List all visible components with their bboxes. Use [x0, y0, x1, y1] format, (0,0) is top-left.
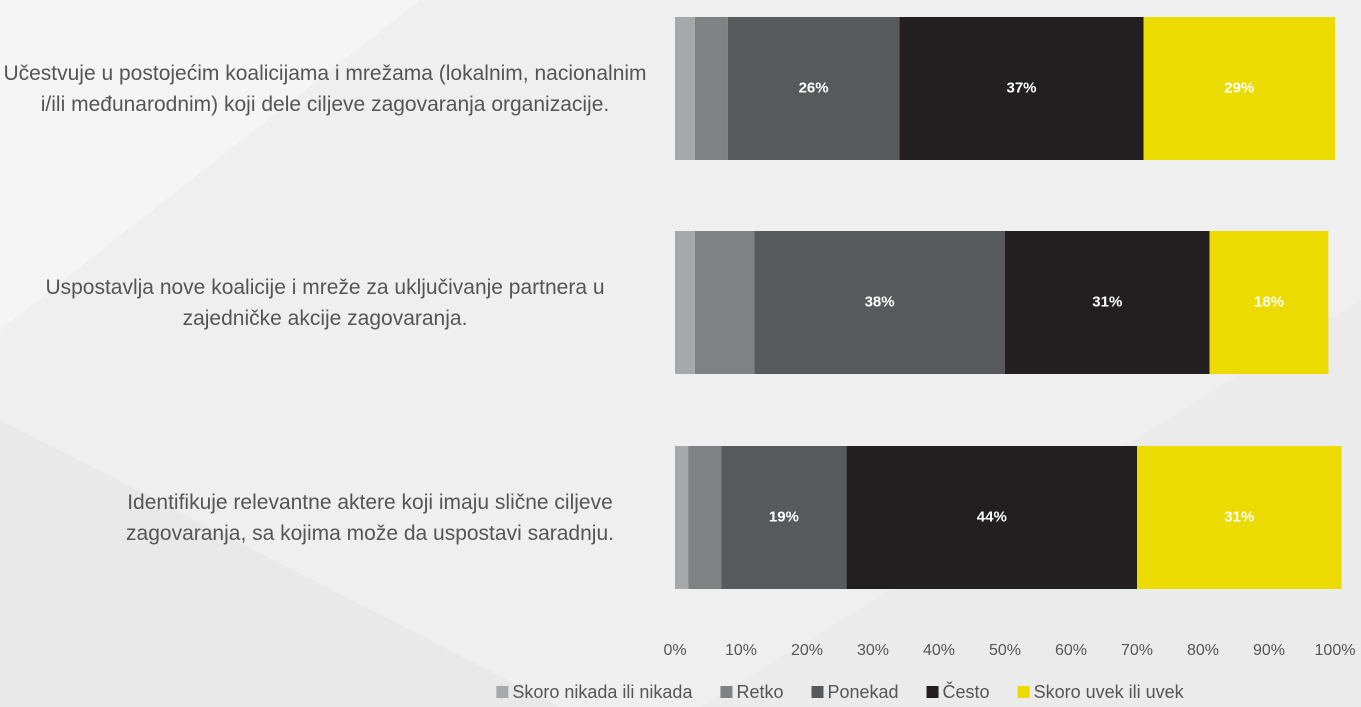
bar-segment: [846, 446, 1137, 589]
bar-segment: [675, 17, 695, 160]
bar-segment: [694, 231, 755, 374]
background-shape: [0, 0, 420, 330]
x-tick-label: 70%: [1121, 642, 1153, 659]
value-label: 38%: [865, 293, 895, 310]
category-label: Učestvuje u postojećim koalicijama i mre…: [3, 61, 647, 116]
legend-label: Retko: [736, 682, 783, 702]
bar-segment: [675, 231, 695, 374]
legend-label: Ponekad: [827, 682, 898, 702]
value-label: 31%: [1224, 508, 1254, 525]
bar-segment: [688, 446, 722, 589]
value-label: 31%: [1092, 293, 1122, 310]
bar-segment: [721, 446, 847, 589]
legend-label: Skoro nikada ili nikada: [512, 682, 693, 702]
x-tick-label: 10%: [725, 642, 757, 659]
x-tick-label: 0%: [663, 642, 686, 659]
x-tick-label: 80%: [1187, 642, 1219, 659]
background-shape: [0, 420, 560, 707]
legend-swatch: [1017, 686, 1030, 698]
value-label: 19%: [769, 508, 799, 525]
bar-segment: [1209, 231, 1329, 374]
value-label: 44%: [977, 508, 1007, 525]
bar-segment: [727, 17, 900, 160]
x-tick-label: 60%: [1055, 642, 1087, 659]
bar-segment: [675, 446, 689, 589]
x-tick-label: 20%: [791, 642, 823, 659]
x-tick-label: 30%: [857, 642, 889, 659]
legend-swatch: [496, 686, 509, 698]
x-tick-label: 90%: [1253, 642, 1285, 659]
x-tick-label: 50%: [989, 642, 1021, 659]
bar-segment: [754, 231, 1005, 374]
legend-swatch: [926, 686, 939, 698]
bar-segment: [1137, 446, 1342, 589]
value-label: 26%: [799, 79, 829, 96]
bar-segment: [899, 17, 1144, 160]
bar-segment: [694, 17, 728, 160]
x-tick-label: 100%: [1315, 642, 1356, 659]
value-label: 29%: [1224, 79, 1254, 96]
x-tick-label: 40%: [923, 642, 955, 659]
bar-segment: [1143, 17, 1335, 160]
value-label: 18%: [1254, 293, 1284, 310]
legend-swatch: [811, 686, 824, 698]
category-label: Identifikuje relevantne aktere koji imaj…: [126, 490, 614, 545]
value-label: 37%: [1006, 79, 1036, 96]
bar-segment: [1005, 231, 1210, 374]
legend-swatch: [720, 686, 733, 698]
category-label: Uspostavlja nove koalicije i mreže za uk…: [45, 275, 605, 330]
legend-label: Često: [943, 681, 990, 702]
legend-label: Skoro uvek ili uvek: [1034, 682, 1185, 702]
